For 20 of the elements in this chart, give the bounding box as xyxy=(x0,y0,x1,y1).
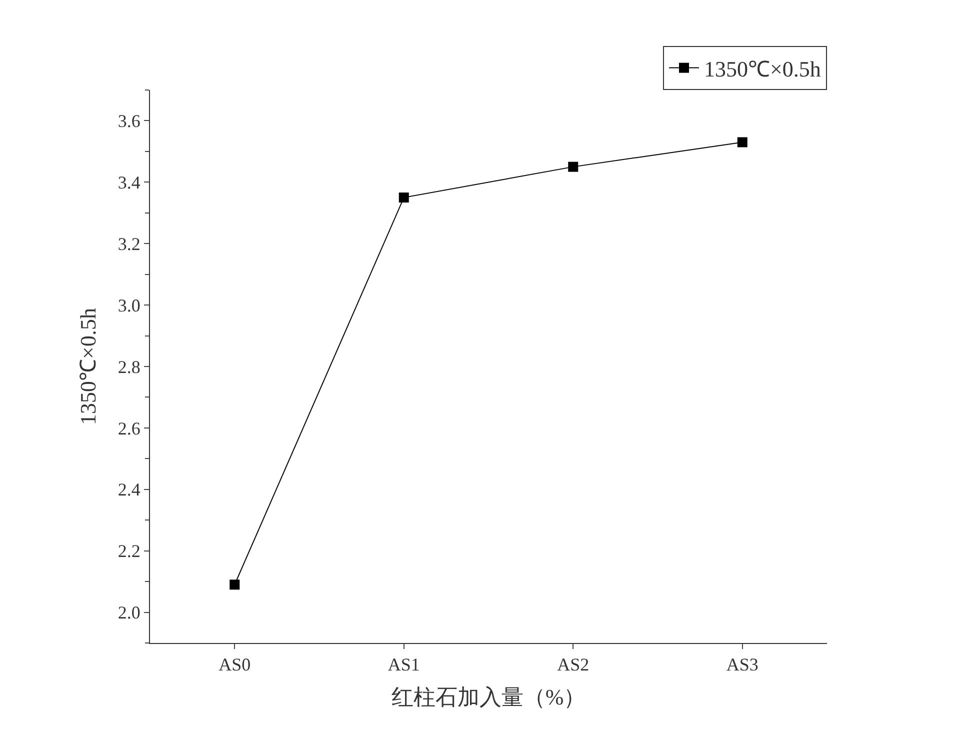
x-tick-label: AS0 xyxy=(218,654,251,675)
x-tick-label: AS3 xyxy=(726,654,758,675)
point xyxy=(398,192,409,203)
y-axis-title: 1350℃×0.5h xyxy=(76,308,101,425)
y-tick-label: 2.2 xyxy=(118,541,140,562)
y-tick-label: 3.0 xyxy=(118,295,140,316)
y-tick-label: 2.8 xyxy=(118,356,140,377)
y-tick-label: 3.6 xyxy=(118,111,140,132)
x-tick-label: AS2 xyxy=(557,654,590,675)
y-tick-label: 3.4 xyxy=(118,172,140,192)
point xyxy=(568,162,578,172)
y-tick-label: 2.4 xyxy=(118,480,140,500)
y-tick-label: 2.6 xyxy=(118,418,140,438)
y-tick-label: 2.0 xyxy=(118,602,140,623)
point xyxy=(737,137,748,148)
y-tick-label: 3.2 xyxy=(118,234,140,254)
point xyxy=(230,580,240,590)
x-axis-title: 红柱石加入量（%） xyxy=(391,684,586,710)
legend-label: 1350℃×0.5h xyxy=(704,56,821,82)
x-tick-label: AS1 xyxy=(388,654,420,675)
